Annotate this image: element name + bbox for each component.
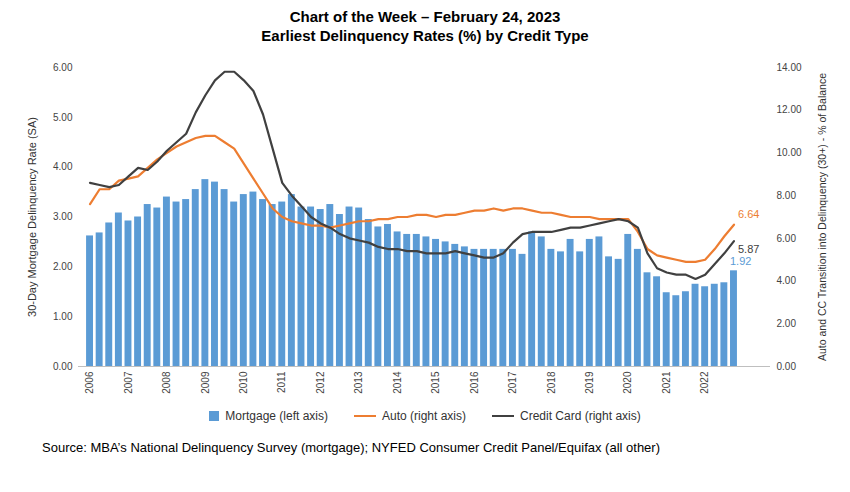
svg-text:2009: 2009: [200, 371, 211, 394]
svg-text:Auto and CC Transition into De: Auto and CC Transition into Delinquency …: [816, 73, 828, 361]
svg-text:5.00: 5.00: [53, 112, 73, 123]
svg-text:2010: 2010: [238, 371, 249, 394]
svg-text:2012: 2012: [315, 371, 326, 394]
html-text:Credit Card (right axis): Credit Card (right axis): [520, 409, 641, 423]
svg-text:1.92: 1.92: [730, 255, 751, 267]
svg-text:10.00: 10.00: [777, 147, 802, 158]
svg-text:2011: 2011: [276, 371, 287, 393]
html-text:Chart of the Week – February 2: Chart of the Week – February 24, 2023: [289, 8, 561, 25]
html-text:Earliest Delinquency Rates (%): Earliest Delinquency Rates (%) by Credit…: [261, 27, 589, 44]
svg-text:1.00: 1.00: [53, 311, 73, 322]
svg-text:2.00: 2.00: [53, 261, 73, 272]
svg-text:6.00: 6.00: [777, 233, 797, 244]
svg-text:2021: 2021: [661, 371, 672, 394]
svg-text:0.00: 0.00: [53, 361, 73, 372]
svg-text:3.00: 3.00: [53, 211, 73, 222]
svg-text:2016: 2016: [469, 371, 480, 394]
svg-text:2007: 2007: [123, 371, 134, 394]
svg-text:6.64: 6.64: [738, 208, 759, 220]
svg-text:2.00: 2.00: [777, 318, 797, 329]
svg-text:12.00: 12.00: [777, 104, 802, 115]
svg-text:2015: 2015: [430, 371, 441, 394]
svg-text:2019: 2019: [584, 371, 595, 394]
svg-text:2018: 2018: [546, 371, 557, 394]
svg-text:5.87: 5.87: [738, 243, 759, 255]
svg-text:14.00: 14.00: [777, 62, 802, 73]
svg-text:2020: 2020: [622, 371, 633, 394]
svg-text:2008: 2008: [161, 371, 172, 394]
svg-text:4.00: 4.00: [777, 275, 797, 286]
svg-text:2006: 2006: [84, 371, 95, 394]
svg-text:6.00: 6.00: [53, 62, 73, 73]
html-text:Auto (right axis): Auto (right axis): [382, 409, 466, 423]
svg-text:2014: 2014: [392, 371, 403, 394]
svg-text:2022: 2022: [699, 371, 710, 394]
svg-text:2017: 2017: [507, 371, 518, 394]
svg-text:0.00: 0.00: [777, 361, 797, 372]
svg-text:30-Day Mortgage Delinquency Ra: 30-Day Mortgage Delinquency Rate (SA): [26, 117, 38, 317]
html-text:Mortgage (left axis): Mortgage (left axis): [225, 409, 328, 423]
html-text:Source: MBA’s National Delinqu: Source: MBA’s National Delinquency Surve…: [42, 440, 660, 455]
svg-text:2013: 2013: [353, 371, 364, 394]
svg-text:4.00: 4.00: [53, 161, 73, 172]
svg-text:8.00: 8.00: [777, 190, 797, 201]
